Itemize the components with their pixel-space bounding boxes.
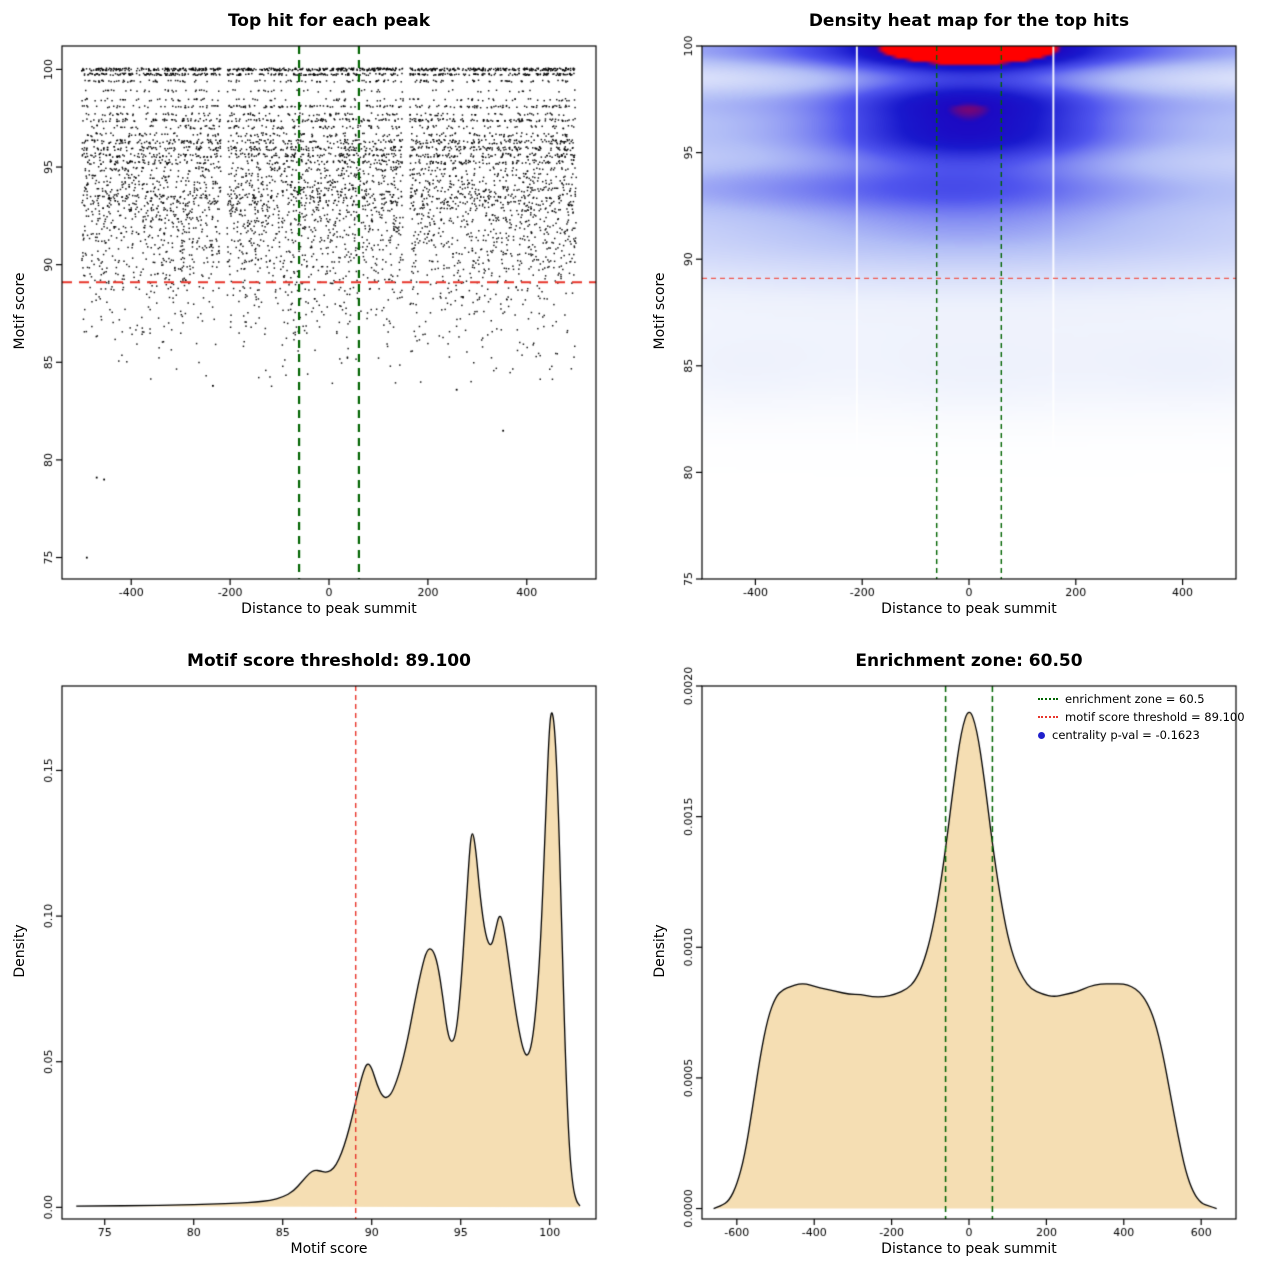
legend-label: centrality p-val = -0.1623 bbox=[1052, 728, 1200, 742]
panel-distance-density: Enrichment zone: 60.50 Distance to peak … bbox=[640, 640, 1280, 1280]
panel-score-density: Motif score threshold: 89.100 Motif scor… bbox=[0, 640, 640, 1280]
legend-item-enrichment-zone: enrichment zone = 60.5 bbox=[1038, 692, 1245, 706]
chart-legend: enrichment zone = 60.5 motif score thres… bbox=[1038, 692, 1245, 746]
chart-title: Enrichment zone: 60.50 bbox=[855, 651, 1083, 671]
y-axis-label: Density bbox=[652, 924, 668, 978]
legend-item-centrality-pval: centrality p-val = -0.1623 bbox=[1038, 728, 1245, 742]
distance-density-canvas bbox=[640, 640, 1280, 1280]
x-axis-label: Distance to peak summit bbox=[881, 1241, 1057, 1257]
enrichment-zone-line-swatch bbox=[1038, 698, 1058, 700]
chart-title: Motif score threshold: 89.100 bbox=[187, 651, 471, 671]
y-axis-label: Density bbox=[12, 924, 28, 978]
x-axis-label: Distance to peak summit bbox=[241, 601, 417, 617]
legend-label: motif score threshold = 89.100 bbox=[1065, 710, 1245, 724]
score-density-canvas bbox=[0, 640, 640, 1280]
heatmap-canvas bbox=[640, 0, 1280, 640]
chart-title: Top hit for each peak bbox=[227, 11, 431, 31]
x-axis-label: Motif score bbox=[290, 1241, 368, 1257]
y-axis-label: Motif score bbox=[12, 272, 28, 350]
scatter-plot-canvas bbox=[0, 0, 640, 640]
legend-label: enrichment zone = 60.5 bbox=[1065, 692, 1205, 706]
score-threshold-line-swatch bbox=[1038, 716, 1058, 718]
chart-title: Density heat map for the top hits bbox=[808, 11, 1130, 31]
centrality-pval-dot-swatch bbox=[1038, 731, 1045, 739]
x-axis-label: Distance to peak summit bbox=[881, 601, 1057, 617]
panel-top-hit-scatter: Top hit for each peak Distance to peak s… bbox=[0, 0, 640, 640]
y-axis-label: Motif score bbox=[652, 272, 668, 350]
panel-density-heatmap: Density heat map for the top hits Distan… bbox=[640, 0, 1280, 640]
legend-item-score-threshold: motif score threshold = 89.100 bbox=[1038, 710, 1245, 724]
